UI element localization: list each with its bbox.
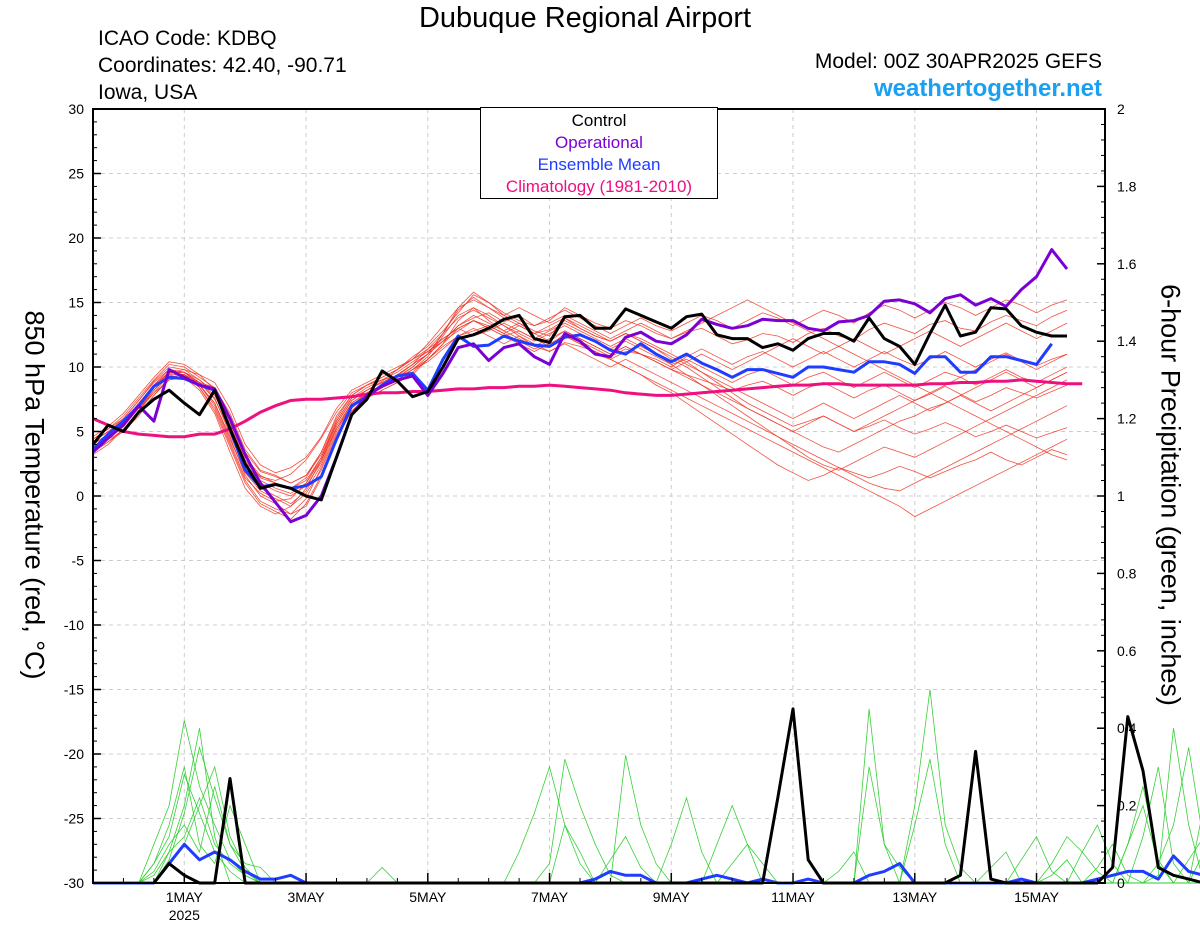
y-tick-label: 25 <box>68 166 84 182</box>
y-tick-label: 10 <box>68 359 84 375</box>
operational-temp-line <box>91 248 1069 524</box>
y2-tick-label: 1.4 <box>1117 333 1137 349</box>
temperature-member-line <box>92 299 1068 489</box>
precipitation-member-line <box>93 759 1200 884</box>
precipitation-member-line <box>93 796 1200 884</box>
precipitation-member-line <box>93 708 1200 884</box>
x-tick-label: 13MAY <box>892 889 938 905</box>
coordinates: Coordinates: 42.40, -90.71 <box>98 54 347 77</box>
y2-tick-label: 1 <box>1117 488 1125 504</box>
y-tick-label: -10 <box>64 617 84 633</box>
legend-climatology: Climatology (1981-2010) <box>505 177 693 196</box>
y2-tick-label: 0 <box>1117 875 1125 891</box>
temperature-members <box>92 291 1068 520</box>
y-tick-label: 5 <box>76 424 84 440</box>
y2-tick-label: 1.8 <box>1117 178 1137 194</box>
x-tick-label: 3MAY <box>288 889 326 905</box>
control-precip-line <box>152 707 1200 885</box>
y-tick-label: -15 <box>64 682 84 698</box>
y2-tick-label: 0.8 <box>1117 565 1137 581</box>
precipitation-member-line <box>93 689 1200 884</box>
temperature-member-line <box>92 320 1068 520</box>
y-axis-label-right: 6-hour Precipitation (green, inches) <box>1155 284 1186 706</box>
y-tick-label: 30 <box>68 101 84 117</box>
precipitation-member-line <box>93 720 1200 884</box>
temperature-member-line <box>92 327 1068 507</box>
x-tick-label: 7MAY <box>531 889 569 905</box>
icao-code: ICAO Code: KDBQ <box>98 27 277 50</box>
legend-control: Control <box>571 111 627 130</box>
control-temp-line <box>91 303 1067 502</box>
y-tick-label: -25 <box>64 811 84 827</box>
y2-tick-label: 0.2 <box>1117 798 1137 814</box>
x-tick-label: 1MAY <box>166 889 204 905</box>
x-tick-label: 9MAY <box>653 889 691 905</box>
site-link[interactable]: weathertogether.net <box>873 75 1102 102</box>
climatology-line <box>92 378 1083 439</box>
y-tick-label: -5 <box>72 553 85 569</box>
y-tick-label: 20 <box>68 230 84 246</box>
y2-tick-label: 1.6 <box>1117 256 1137 272</box>
x-tick-label: 11MAY <box>771 889 815 905</box>
x-tick-label: 15MAY <box>1014 889 1060 905</box>
legend: Control Operational Ensemble Mean Climat… <box>480 107 718 199</box>
grid <box>93 109 1105 883</box>
ensemble-mean-precip-line <box>93 842 1200 885</box>
y-tick-label: 0 <box>76 488 84 504</box>
temperature-member-line <box>92 307 1068 515</box>
y2-tick-label: 2 <box>1117 101 1125 117</box>
location: Iowa, USA <box>98 81 198 104</box>
y-tick-label: -30 <box>64 875 84 891</box>
legend-ensemble-mean: Ensemble Mean <box>537 155 661 174</box>
legend-operational: Operational <box>555 133 643 152</box>
model-run: Model: 00Z 30APR2025 GEFS <box>814 50 1102 73</box>
temperature-member-line <box>92 322 1068 502</box>
x-tick-label: 5MAY <box>409 889 447 905</box>
y2-tick-label: 0.4 <box>1117 720 1137 736</box>
chart-title: Dubuque Regional Airport <box>418 2 752 34</box>
main-lines <box>91 248 1200 885</box>
y-tick-label: -20 <box>64 746 84 762</box>
precipitation-member-line <box>93 766 1200 884</box>
x-tick-sublabel: 2025 <box>169 907 200 923</box>
y-tick-label: 15 <box>68 295 84 311</box>
axes: 302520151050-5-10-15-20-25-3021.81.61.41… <box>64 101 1137 923</box>
y2-tick-label: 0.6 <box>1117 643 1137 659</box>
temperature-member-line <box>92 307 1068 515</box>
y-axis-label-left: 850 hPa Temperature (red, °C) <box>19 310 50 680</box>
precipitation-member-line <box>93 765 1200 884</box>
temperature-member-line <box>92 309 1068 489</box>
y2-tick-label: 1.2 <box>1117 411 1137 427</box>
